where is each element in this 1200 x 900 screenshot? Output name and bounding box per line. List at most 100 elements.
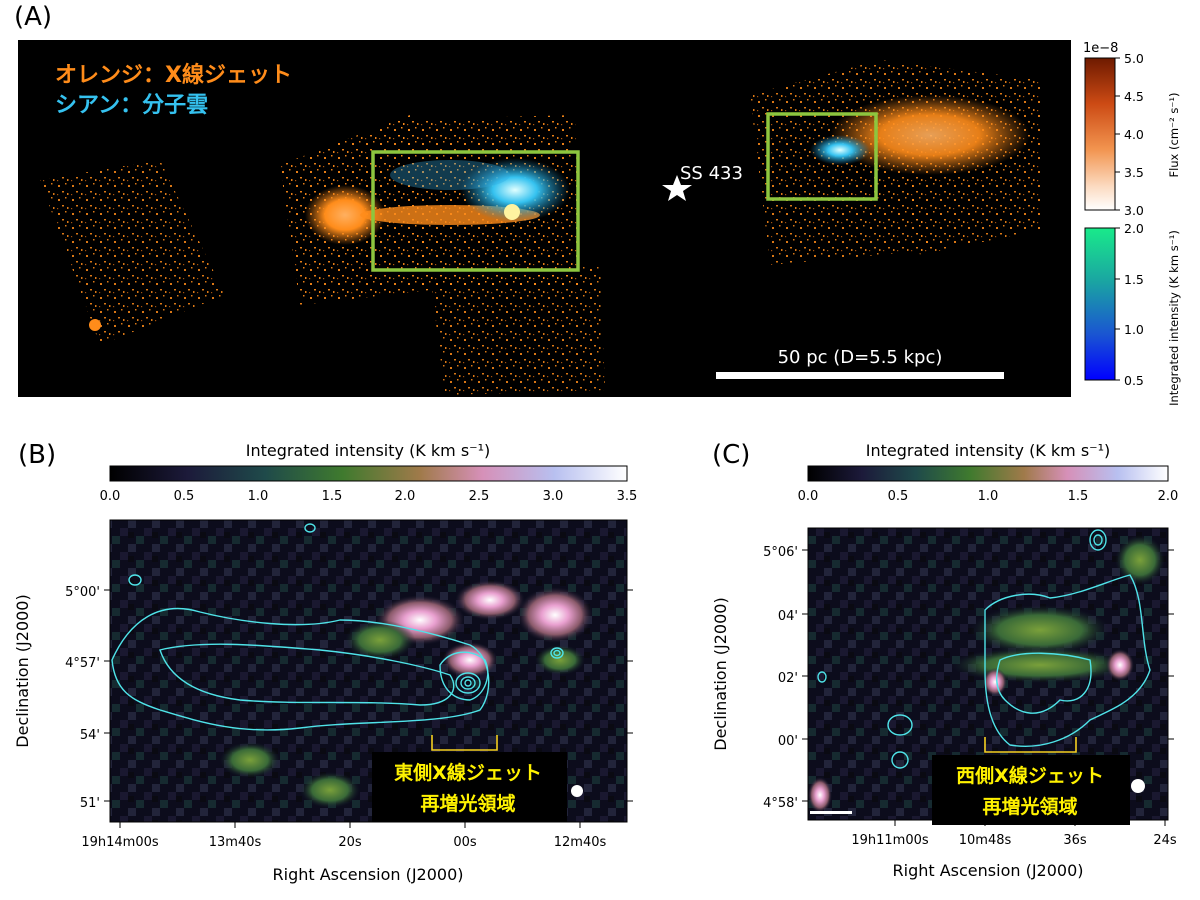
panel-c-ytick: 5°06' (763, 545, 798, 560)
panel-b-xtick: 19h14m00s (81, 835, 159, 850)
panel-b-xtick: 20s (338, 835, 362, 850)
panel-c-ytick: 00' (778, 734, 798, 749)
xray-contour (1093, 534, 1103, 546)
panel-b-cb-tick: 3.5 (617, 489, 638, 504)
flux-tick: 3.0 (1124, 203, 1144, 218)
panel-c-cb-tick: 1.0 (978, 489, 999, 504)
panel-c-xlabel: Right Ascension (J2000) (893, 861, 1084, 880)
panel-b: Integrated intensity (K km s⁻¹) 0.0 0.5 … (13, 441, 637, 884)
xray-contour (455, 672, 481, 694)
panel-c-colorbar (807, 465, 1169, 482)
xray-contour (817, 671, 827, 683)
west-jet-diffuse (830, 95, 1030, 175)
panel-c-xtick: 24s (1153, 833, 1177, 848)
panel-c-ytick: 02' (778, 671, 798, 686)
legend-cyan-text: シアン：分子雲 (55, 93, 208, 118)
panel-b-colorbar-label: Integrated intensity (K km s⁻¹) (246, 441, 491, 460)
panel-b-colorbar (109, 465, 628, 482)
ss433-label: SS 433 (680, 163, 743, 184)
west-molecular-cloud (810, 135, 870, 165)
panel-b-axes-frame (109, 519, 628, 823)
panel-b-region-bracket (431, 735, 498, 751)
panel-b-cloud (535, 645, 585, 675)
panel-c-cloud (808, 777, 832, 813)
panel-c-ytick: 04' (778, 609, 798, 624)
panel-b-cb-tick: 1.0 (248, 489, 269, 504)
xray-point-source (89, 319, 101, 331)
panel-c-beam (1131, 779, 1145, 793)
panel-c-cloud (950, 647, 1130, 683)
panel-b-region-line1: 東側X線ジェット (394, 761, 542, 784)
panel-b-ticks (104, 589, 633, 828)
panel-c-cb-tick: 2.0 (1158, 489, 1179, 504)
scalebar (716, 372, 1004, 379)
panel-b-cloud (220, 742, 280, 778)
intensity-a-tick: 2.0 (1124, 221, 1144, 236)
xray-contour (128, 574, 142, 586)
panel-b-cloud (517, 587, 593, 643)
scalebar-label: 50 pc (D=5.5 kpc) (778, 347, 943, 368)
intensity-a-tick: 1.5 (1124, 272, 1144, 287)
flux-tick: 5.0 (1124, 51, 1144, 66)
panel-b-ytick: 4°57' (65, 656, 100, 671)
panel-c-cloud (970, 605, 1110, 655)
panel-b-ylabel: Declination (J2000) (13, 594, 32, 747)
panel-b-ytick: 5°00' (65, 585, 100, 600)
flux-colorbar-label: Flux (cm⁻² s⁻¹) (1167, 92, 1181, 177)
panel-c-axes-frame (807, 527, 1169, 821)
flux-tick: 3.5 (1124, 165, 1144, 180)
xray-contour (550, 647, 564, 659)
panel-b-xray-contours (111, 523, 564, 731)
panel-c-ylabel: Declination (J2000) (711, 597, 730, 750)
panel-c-xtick: 19h11m00s (851, 833, 929, 848)
xray-contour (1089, 529, 1107, 551)
panel-b-cb-tick: 0.0 (100, 489, 121, 504)
panel-b-region-line2: 再増光領域 (420, 792, 515, 815)
intensity-a-tick: 1.0 (1124, 322, 1144, 337)
west-region-box (766, 112, 878, 201)
panel-c-region-label-bg (932, 755, 1130, 825)
panel-c-region-bracket (984, 737, 1077, 753)
xray-contour (887, 714, 913, 736)
panel-c-colorbar-label: Integrated intensity (K km s⁻¹) (866, 441, 1111, 460)
xray-contour (304, 523, 316, 533)
panel-a-letter: (A) (14, 2, 53, 32)
panel-b-cloud (300, 772, 360, 808)
xray-contour (460, 676, 476, 690)
intensity-a-tick: 0.5 (1124, 373, 1144, 388)
panel-c-colorbar-ticks: 0.0 0.5 1.0 1.5 2.0 (798, 489, 1179, 504)
panel-b-xtick: 13m40s (209, 835, 262, 850)
panel-a: SS 433 オレンジ：X線ジェット シアン：分子雲 50 pc (D=5.5 … (18, 40, 1181, 406)
xray-tile (430, 265, 605, 395)
flux-tick: 4.0 (1124, 127, 1144, 142)
panel-c-cloud (983, 668, 1007, 696)
xray-contour (464, 679, 472, 687)
xray-contour (159, 643, 455, 706)
panel-b-cloud (455, 580, 525, 620)
xray-contour (891, 751, 909, 769)
flux-colorbar-exponent: 1e−8 (1083, 41, 1118, 56)
panel-b-xtick: 12m40s (554, 835, 607, 850)
panel-b-beam (571, 785, 583, 797)
panel-c: Integrated intensity (K km s⁻¹) 0.0 0.5 … (711, 441, 1178, 880)
east-jet-knot (305, 185, 385, 245)
panel-c-ticks (802, 549, 1174, 826)
panel-c-scalebar (810, 811, 852, 814)
panel-b-cb-tick: 0.5 (174, 489, 195, 504)
panel-c-letter: (C) (712, 440, 751, 470)
panel-c-xray-contours (817, 529, 1151, 769)
legend-orange-text: オレンジ：X線ジェット (55, 62, 292, 88)
panel-c-xtick: 36s (1063, 833, 1087, 848)
xray-tile (40, 160, 225, 345)
east-molecular-cloud (460, 158, 570, 222)
panel-c-xtick: 10m48s (959, 833, 1012, 848)
panel-b-cb-tick: 1.5 (322, 489, 343, 504)
panel-c-cloud (1106, 649, 1134, 681)
panel-b-letter: (B) (18, 440, 57, 470)
panel-c-ytick: 4°58' (763, 796, 798, 811)
panel-c-region-line2: 再増光領域 (982, 795, 1077, 818)
panel-c-cb-tick: 1.5 (1068, 489, 1089, 504)
intensity-colorbar-a (1084, 227, 1116, 381)
east-molecular-cloud-diffuse (390, 160, 510, 190)
